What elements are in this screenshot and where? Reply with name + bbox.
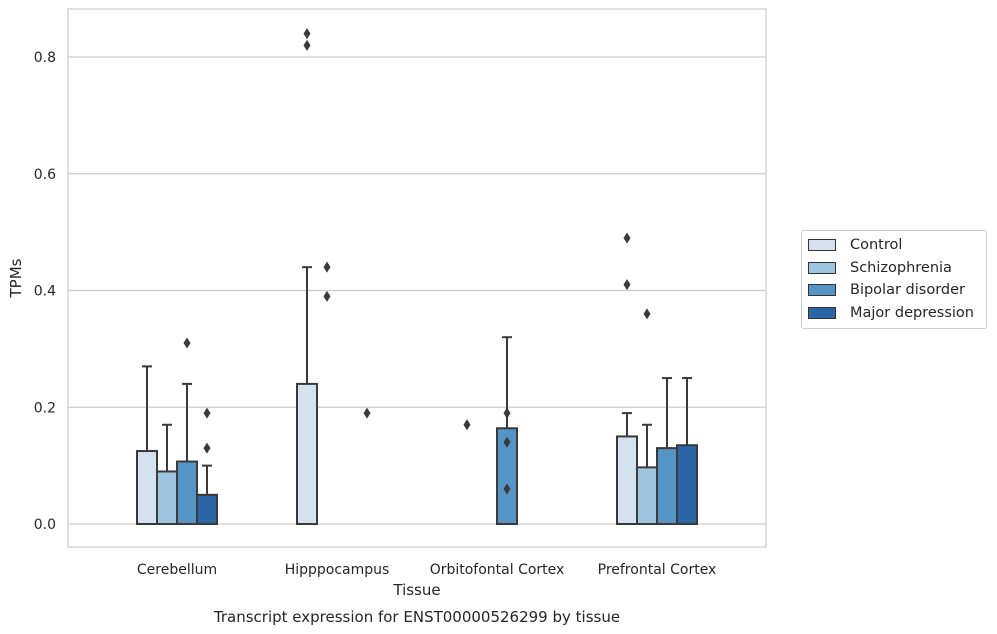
outlier-bipolar-disorder-orbitofontal-cortex bbox=[503, 483, 511, 495]
outlier-major-depression-cerebellum bbox=[203, 407, 211, 419]
y-tick-label: 0.0 bbox=[34, 517, 56, 533]
outlier-schizophrenia-hipppocampus bbox=[323, 290, 331, 302]
chart-title: Transcript expression for ENST0000052629… bbox=[213, 608, 620, 626]
legend-label-bipolar-disorder: Bipolar disorder bbox=[850, 282, 965, 299]
x-tick-label-orbitofontal-cortex: Orbitofontal Cortex bbox=[430, 562, 565, 578]
legend-swatch-bipolar-disorder bbox=[808, 284, 836, 297]
legend-swatch-control bbox=[808, 239, 836, 252]
bar-control-hipppocampus bbox=[296, 382, 318, 525]
legend-item-major-depression: Major depression bbox=[802, 302, 986, 325]
legend-label-major-depression: Major depression bbox=[850, 304, 974, 321]
x-tick-label-prefrontal-cortex: Prefrontal Cortex bbox=[598, 562, 717, 578]
bar-major-depression-prefrontal-cortex bbox=[676, 444, 698, 526]
outlier-bipolar-disorder-orbitofontal-cortex bbox=[503, 407, 511, 419]
x-tick-labels: Cerebellum Hipppocampus Orbitofontal Corte… bbox=[137, 562, 716, 578]
legend-item-control: Control bbox=[802, 234, 986, 257]
bar-major-depression-cerebellum bbox=[196, 493, 218, 525]
legend-label-schizophrenia: Schizophrenia bbox=[850, 259, 952, 276]
outlier-control-hipppocampus bbox=[303, 39, 311, 51]
bar-control-cerebellum bbox=[136, 450, 158, 525]
x-tick-label-cerebellum: Cerebellum bbox=[137, 562, 217, 578]
plot-frame bbox=[67, 8, 767, 548]
outlier-major-depression-hipppocampus bbox=[363, 407, 371, 419]
legend-item-schizophrenia: Schizophrenia bbox=[802, 257, 986, 280]
x-axis-title: Tissue bbox=[392, 581, 440, 599]
legend: Control Schizophrenia Bipolar disorder M… bbox=[801, 230, 987, 329]
legend-swatch-major-depression bbox=[808, 306, 836, 319]
bar-bipolar-disorder-prefrontal-cortex bbox=[656, 447, 678, 525]
x-tick-label-hipppocampus: Hipppocampus bbox=[285, 562, 390, 578]
legend-swatch-schizophrenia bbox=[808, 261, 836, 274]
bar-bipolar-disorder-cerebellum bbox=[176, 460, 198, 526]
outlier-major-depression-cerebellum bbox=[203, 442, 211, 454]
bars-group bbox=[136, 382, 698, 526]
bar-schizophrenia-prefrontal-cortex bbox=[636, 466, 658, 525]
outlier-control-prefrontal-cortex bbox=[623, 279, 631, 291]
outlier-control-prefrontal-cortex bbox=[623, 232, 631, 244]
outlier-schizophrenia-hipppocampus bbox=[323, 261, 331, 273]
y-tick-label: 0.2 bbox=[34, 400, 56, 416]
legend-item-bipolar-disorder: Bipolar disorder bbox=[802, 279, 986, 302]
outlier-bipolar-disorder-orbitofontal-cortex bbox=[503, 436, 511, 448]
outliers-group bbox=[183, 28, 651, 495]
legend-label-control: Control bbox=[850, 237, 903, 254]
whiskers-group bbox=[142, 266, 692, 495]
y-tick-label: 0.8 bbox=[34, 50, 56, 66]
y-axis-title: TPMs bbox=[7, 258, 25, 298]
outlier-bipolar-disorder-cerebellum bbox=[183, 337, 191, 349]
y-tick-labels: 0.0 0.2 0.4 0.6 0.8 bbox=[34, 50, 56, 533]
y-tick-label: 0.4 bbox=[34, 284, 56, 300]
outlier-control-hipppocampus bbox=[303, 28, 311, 40]
bar-schizophrenia-cerebellum bbox=[156, 470, 178, 525]
outlier-schizophrenia-prefrontal-cortex bbox=[643, 308, 651, 320]
y-tick-label: 0.6 bbox=[34, 167, 56, 183]
bar-control-prefrontal-cortex bbox=[616, 435, 638, 525]
outlier-control-orbitofontal-cortex bbox=[463, 419, 471, 431]
